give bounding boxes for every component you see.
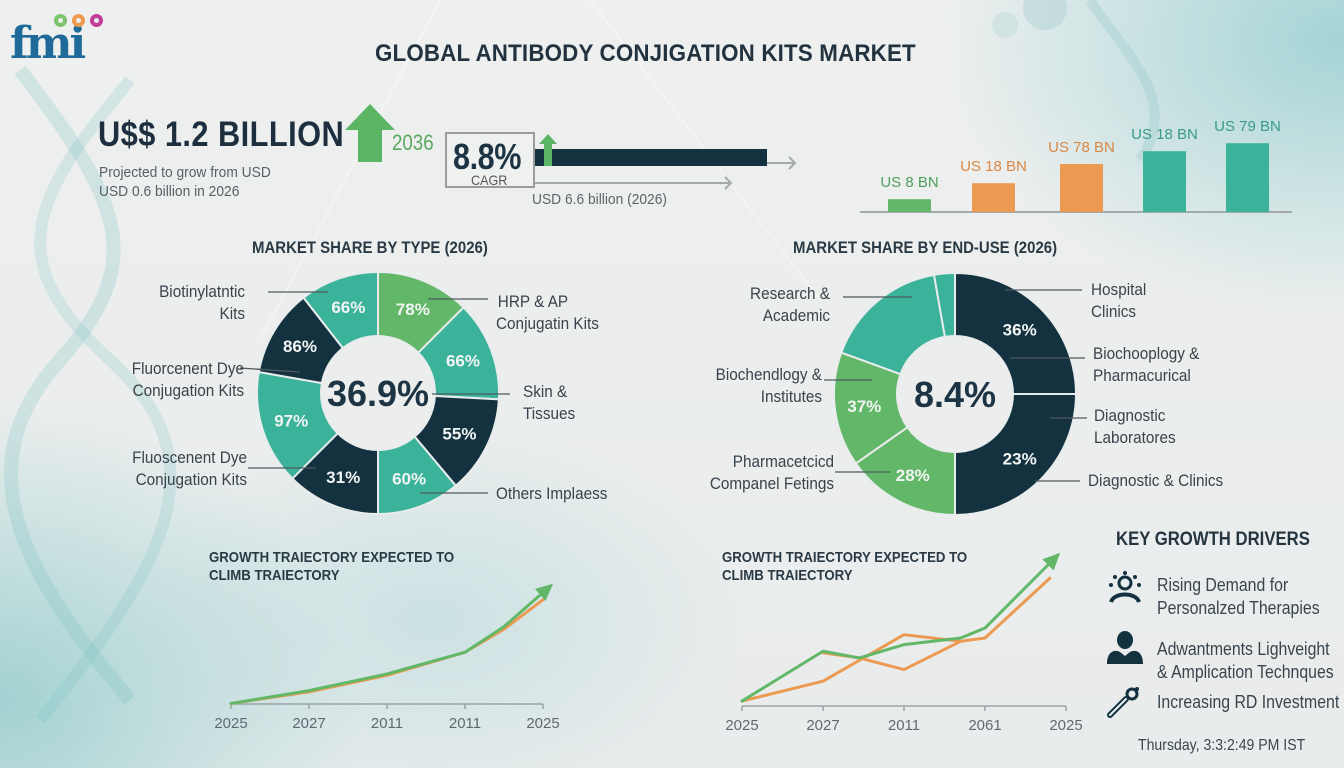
forecast-bar-label: US 79 BN xyxy=(1214,120,1281,135)
logo-dot-green xyxy=(54,14,67,27)
page-title: GLOBAL ANTIBODY CONJIGATION KITS MARKET xyxy=(375,40,916,67)
donut-hole xyxy=(898,337,1012,451)
type-legend-right-1: HRP & AP Conjugatin Kits xyxy=(496,292,599,333)
donut-slice-label: 60% xyxy=(392,470,426,489)
x-tick-label: 2011 xyxy=(888,717,920,734)
cagr-base-value: USD 6.6 billion (2026) xyxy=(532,191,668,208)
end-use-legend-right-1: Hospital Clinics xyxy=(1091,280,1147,321)
forecast-bar-label: US 18 BN xyxy=(960,158,1027,175)
syringe-tool-icon xyxy=(1107,687,1139,718)
end-use-legend-right-4: Diagnostic & Clinics xyxy=(1088,471,1224,490)
x-tick-label: 2011 xyxy=(449,715,481,732)
cagr-box: 8.8% CAGR xyxy=(445,132,535,188)
cagr-bar-graphic xyxy=(535,134,797,190)
donut-center-value: 36.9% xyxy=(327,373,429,414)
end-use-legend-left-3: Pharmacetcicd Companel Fetings xyxy=(709,452,834,493)
x-tick-label: 2061 xyxy=(968,717,1001,734)
type-legend-right-2: Skin & Tissues xyxy=(523,382,576,423)
logo-text: fmi xyxy=(10,18,86,69)
driver-item-2: Adwantments Lighveight & Amplication Tec… xyxy=(1157,639,1334,682)
cagr-bar xyxy=(535,149,767,166)
series-line-green xyxy=(229,584,553,705)
donut-slice-label: 86% xyxy=(283,337,317,356)
end-use-legend-right-2: Biochooplogy & Pharmacurical xyxy=(1093,344,1200,385)
type-legend-left-1: Biotinylatntic Kits xyxy=(159,282,245,323)
x-tick-label: 2027 xyxy=(806,717,839,734)
x-tick-label: 2025 xyxy=(725,717,758,734)
timestamp: Thursday, 3:3:2:49 PM IST xyxy=(1138,737,1306,754)
forecast-bar xyxy=(1143,151,1186,212)
driver-item-3: Increasing RD Investment xyxy=(1157,692,1340,712)
forecast-bar-label: US 8 BN xyxy=(880,174,938,191)
user-icon xyxy=(1107,631,1143,664)
series-arrowhead xyxy=(1042,552,1061,571)
target-year: 2036 xyxy=(392,130,434,155)
cagr-label: CAGR xyxy=(471,172,508,188)
growth-chart-1-title: GROWTH TRAIECTORY EXPECTED TO CLIMB TRAI… xyxy=(209,549,455,584)
donut-slice xyxy=(932,271,956,339)
forecast-bar-chart: US 8 BN US 18 BN US 78 BN US 18 BN US 79 BN xyxy=(860,120,1292,213)
end-use-donut-chart: 36% 23% 28% 37% 8.4% xyxy=(824,271,1087,517)
donut-slice-label: 31% xyxy=(326,468,360,487)
forecast-bar xyxy=(888,199,931,212)
type-legend-left-2: Fluorcenent Dye Conjugation Kits xyxy=(131,359,244,400)
subtext-line-2: USD 0.6 billion in 2026 xyxy=(99,183,240,200)
donut-slice-label: 66% xyxy=(331,298,365,317)
donut-slice-label: 28% xyxy=(896,466,930,485)
donut-slice-label: 36% xyxy=(1003,320,1037,339)
forecast-bar xyxy=(1226,143,1269,212)
market-size-value: U$$ 1.2 BILLION xyxy=(98,115,345,154)
donut-slice-label: 55% xyxy=(442,425,476,444)
small-up-arrow-icon xyxy=(539,134,557,166)
x-tick-label: 2027 xyxy=(292,715,325,732)
legend-leader-line xyxy=(239,367,301,373)
logo-dot-orange xyxy=(72,14,85,27)
donut-slice-label: 23% xyxy=(1003,450,1037,469)
series-line-orange-a xyxy=(740,576,1052,703)
donut-slice xyxy=(954,271,1078,395)
growth-line-chart-1: 2025 2027 2011 2011 2025 xyxy=(214,583,560,732)
end-use-legend-right-3: Diagnostic Laboratores xyxy=(1094,406,1176,447)
end-use-legend-left-2: Biochendlogy & Institutes xyxy=(715,365,822,406)
end-use-legend-left-1: Research & Academic xyxy=(750,284,830,325)
x-tick-label: 2025 xyxy=(214,715,247,732)
driver-item-1: Rising Demand for Personalzed Therapies xyxy=(1157,575,1320,618)
growth-chart-2-title: GROWTH TRAIECTORY EXPECTED TO CLIMB TRAI… xyxy=(722,549,968,584)
donut-hole xyxy=(322,337,434,449)
personalized-therapy-icon xyxy=(1109,571,1141,603)
forecast-bar-label: US 78 BN xyxy=(1048,139,1115,156)
donut-slice-label: 97% xyxy=(274,411,308,430)
subtext-line-1: Projected to grow from USD xyxy=(99,164,271,181)
type-legend-left-3: Fluoscenent Dye Conjugation Kits xyxy=(132,448,247,489)
type-chart-title: MARKET SHARE BY TYPE (2026) xyxy=(252,238,488,257)
x-tick-label: 2011 xyxy=(371,715,403,732)
donut-slice-label: 37% xyxy=(847,397,881,416)
end-use-chart-title: MARKET SHARE BY END-USE (2026) xyxy=(793,238,1058,257)
up-arrow-icon xyxy=(345,104,395,162)
fmi-logo[interactable]: fmi xyxy=(10,10,120,66)
logo-dot-magenta xyxy=(90,14,103,27)
forecast-bar xyxy=(1060,164,1103,212)
donut-slice xyxy=(302,270,379,350)
series-line-green xyxy=(740,553,1060,703)
type-legend-right-3: Others Implaess xyxy=(496,484,608,503)
x-tick-label: 2025 xyxy=(526,715,559,732)
donut-slice xyxy=(954,393,1078,517)
donut-center-value: 8.4% xyxy=(914,374,996,415)
x-tick-label: 2025 xyxy=(1049,717,1082,734)
donut-slice-label: 66% xyxy=(446,351,480,370)
forecast-bar xyxy=(972,183,1015,212)
forecast-bar-label: US 18 BN xyxy=(1131,126,1198,143)
cagr-value: 8.8% xyxy=(453,136,522,177)
donut-slice-label: 78% xyxy=(396,300,430,319)
series-arrowhead xyxy=(534,583,554,601)
market-size-subtext: Projected to grow from USD USD 0.6 billi… xyxy=(99,163,271,201)
drivers-title: KEY GROWTH DRIVERS xyxy=(1116,529,1310,550)
type-donut-chart: 78% 66% 55% 60% 31% 97% 86% 66% 36.9% xyxy=(239,270,510,516)
